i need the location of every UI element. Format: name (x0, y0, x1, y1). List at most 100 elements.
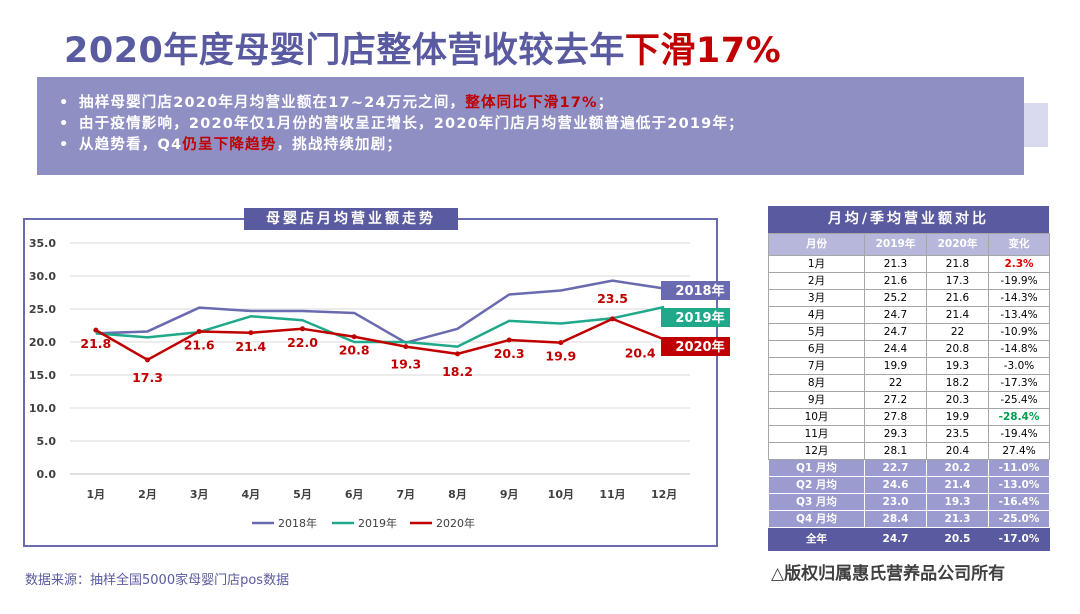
data-point (248, 330, 254, 336)
table-cell: 24.4 (864, 340, 927, 358)
series-tag-box (661, 308, 730, 327)
total-row: 全年 24.7 20.5 -17.0% (768, 527, 1050, 551)
table-row: 4月 24.7 21.4 -13.4% (768, 306, 1050, 324)
data-label: 21.6 (184, 337, 215, 352)
x-tick-label: 11月 (599, 488, 625, 501)
table-cell: 19.9 (864, 357, 927, 375)
data-label: 21.4 (235, 339, 266, 354)
table-cell: 8月 (768, 374, 865, 392)
data-label: 21.8 (80, 336, 111, 351)
y-tick-label: 35.0 (29, 237, 56, 250)
table-cell: 21.3 (926, 510, 989, 528)
table-cell: 21.6 (864, 272, 927, 290)
table-cell: -25.0% (988, 510, 1050, 528)
table-cell: 28.1 (864, 442, 927, 460)
data-point (610, 316, 615, 322)
table-cell: 20.2 (926, 459, 989, 477)
data-label: 19.9 (545, 349, 576, 364)
x-tick-label: 12月 (651, 488, 677, 501)
table-cell: 24.7 (864, 323, 927, 341)
table-cell: 24.7 (864, 527, 927, 551)
series-tag-label: 2019年 (675, 310, 724, 326)
table-cell: Q4 月均 (768, 510, 865, 528)
table-cell: 20.5 (926, 527, 989, 551)
table-header-row: 月份 2019年 2020年 变化 (768, 233, 1050, 256)
table-cell: 2019年 (864, 233, 927, 256)
table-grid: 月份 2019年 2020年 变化 1月 21.3 21.8 2.3% 2月 21.6 17.3 -1… (768, 233, 1050, 551)
table-row: 8月 22 18.2 -17.3% (768, 374, 1050, 392)
x-tick-label: 4月 (242, 488, 261, 501)
data-point (506, 337, 512, 343)
table-cell: 24.6 (864, 476, 927, 494)
legend-label: 2018年 (278, 516, 317, 530)
quarter-row: Q2 月均 24.6 21.4 -13.0% (768, 476, 1050, 494)
table-cell: 27.2 (864, 391, 927, 409)
table-cell: -13.0% (988, 476, 1050, 494)
table-cell: 12月 (768, 442, 865, 460)
table-cell: -10.9% (988, 323, 1050, 341)
table-cell: 22 (864, 374, 927, 392)
series-tag-box (661, 337, 730, 356)
table-cell: -3.0% (988, 357, 1050, 375)
table-cell: 22 (926, 323, 989, 341)
quarter-row: Q1 月均 22.7 20.2 -11.0% (768, 459, 1050, 477)
copyright-note: △版权归属惠氏营养品公司所有 (771, 564, 1006, 584)
table-cell: 2020年 (926, 233, 989, 256)
table-cell: 1月 (768, 255, 865, 273)
summary-bullet: • 抽样母婴门店2020年月均营业额在17~24万元之间，整体同比下滑17%； (59, 95, 614, 111)
table-cell: Q1 月均 (768, 459, 865, 477)
data-point (145, 357, 150, 363)
table-cell: 5月 (768, 323, 865, 341)
table-cell: 27.4% (988, 442, 1050, 460)
table-row: 12月 28.1 20.4 27.4% (768, 442, 1050, 460)
table-cell: -25.4% (988, 391, 1050, 409)
table-cell: 19.3 (926, 493, 989, 511)
series-tag-box (661, 281, 730, 300)
quarter-row: Q3 月均 23.0 19.3 -16.4% (768, 493, 1050, 511)
summary-bullet: • 从趋势看，Q4仍呈下降趋势，挑战持续加剧； (59, 137, 403, 153)
table-cell: 21.3 (864, 255, 927, 273)
table-cell: 10月 (768, 408, 865, 426)
data-label: 23.5 (597, 291, 628, 306)
table-cell: -19.4% (988, 425, 1050, 443)
table-cell: 11月 (768, 425, 865, 443)
table-row: 7月 19.9 19.3 -3.0% (768, 357, 1050, 375)
table-cell: 21.6 (926, 289, 989, 307)
table-cell: -28.4% (988, 408, 1050, 426)
table-cell: 21.8 (926, 255, 989, 273)
table-cell: -14.3% (988, 289, 1050, 307)
table-title: 月均/季均营业额对比 (768, 206, 1049, 233)
y-tick-label: 20.0 (29, 336, 56, 349)
y-tick-label: 25.0 (29, 303, 56, 316)
title-highlight: 下滑17% (624, 31, 782, 71)
comparison-table: 月均/季均营业额对比 月份 2019年 2020年 变化 1月 21.3 21.8 2.3% 2… (768, 206, 1050, 551)
table-cell: 2.3% (988, 255, 1050, 273)
data-label: 20.3 (494, 346, 525, 361)
table-cell: 19.3 (926, 357, 989, 375)
series-tag-label: 2018年 (675, 283, 724, 299)
table-cell: 4月 (768, 306, 865, 324)
table-cell: -14.8% (988, 340, 1050, 358)
data-point (558, 340, 564, 346)
table-cell: 21.4 (926, 306, 989, 324)
table-cell: 23.0 (864, 493, 927, 511)
table-row: 3月 25.2 21.6 -14.3% (768, 289, 1050, 307)
source-note: 数据来源：抽样全国5000家母婴门店pos数据 (25, 573, 290, 588)
y-tick-label: 10.0 (29, 402, 56, 415)
y-tick-label: 15.0 (29, 369, 56, 382)
table-cell: 20.8 (926, 340, 989, 358)
data-label: 18.2 (442, 364, 473, 379)
table-cell: 27.8 (864, 408, 927, 426)
summary-bullet: • 由于疫情影响，2020年仅1月份的营收呈正增长，2020年门店月均营业额普遍低… (59, 116, 744, 132)
legend-label: 2020年 (436, 516, 475, 530)
x-tick-label: 3月 (190, 488, 209, 501)
table-cell: Q2 月均 (768, 476, 865, 494)
legend-label: 2019年 (358, 516, 397, 530)
table-cell: 22.7 (864, 459, 927, 477)
banner-tab (1024, 103, 1048, 147)
table-cell: -17.3% (988, 374, 1050, 392)
data-point (403, 344, 409, 350)
table-cell: 6月 (768, 340, 865, 358)
table-cell: 月份 (768, 233, 865, 256)
summary-list: • 抽样母婴门店2020年月均营业额在17~24万元之间，整体同比下滑17%； •… (59, 93, 744, 156)
